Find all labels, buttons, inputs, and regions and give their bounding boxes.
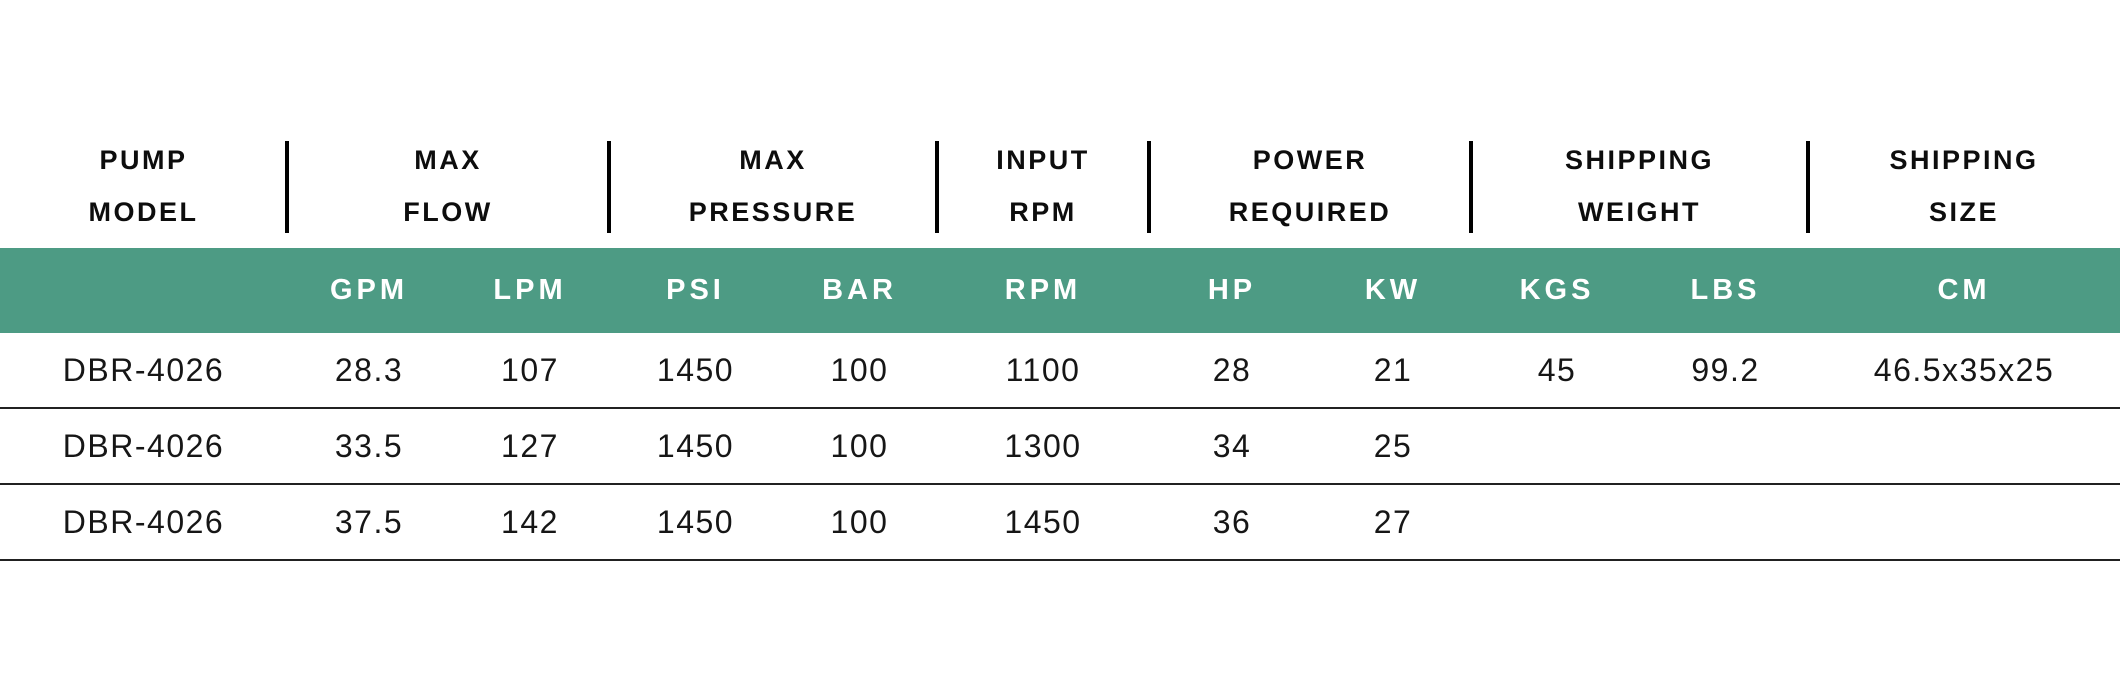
unit-cell-lbs: LBS [1690, 274, 1761, 306]
cell-shipping-size-cm: 46.5x35x25 [1873, 351, 2055, 388]
cell-max-pressure-psi: 1450 [656, 503, 735, 540]
cell-input-rpm: 1100 [1005, 351, 1081, 388]
group-header-line: MODEL [88, 197, 199, 227]
cell-max-pressure-bar: 100 [830, 351, 889, 388]
unit-cell-cm: CM [1937, 274, 1991, 306]
units-row: GPM LPM PSI BAR RPM HP KW KGS LBS CM [0, 248, 2120, 333]
cell-weight-lbs [1643, 485, 1808, 559]
table-row: DBR-4026 33.5 127 1450 100 1300 34 25 [0, 409, 2120, 485]
group-header-line: RPM [1009, 197, 1077, 227]
cell-pump-model: DBR-4026 [62, 427, 225, 464]
cell-shipping-size-cm [1808, 485, 2120, 559]
group-header-line: WEIGHT [1578, 197, 1701, 227]
cell-power-hp: 36 [1212, 503, 1252, 540]
unit-cell-gpm: GPM [329, 274, 409, 306]
group-header-line: SIZE [1928, 197, 1999, 227]
cell-max-pressure-psi: 1450 [656, 351, 735, 388]
column-divider [1469, 141, 1473, 233]
group-header-line: INPUT [996, 145, 1090, 175]
cell-weight-kgs [1471, 409, 1643, 483]
cell-weight-kgs: 45 [1537, 351, 1577, 388]
cell-power-kw: 27 [1373, 503, 1413, 540]
table-row: DBR-4026 37.5 142 1450 100 1450 36 27 [0, 485, 2120, 561]
column-divider [1806, 141, 1810, 233]
cell-power-kw: 21 [1373, 351, 1413, 388]
group-header-line: FLOW [403, 197, 493, 227]
unit-cell-kw: KW [1364, 274, 1422, 306]
group-header-line: PRESSURE [688, 197, 858, 227]
cell-power-kw: 25 [1373, 427, 1413, 464]
table-row: DBR-4026 28.3 107 1450 100 1100 28 21 45… [0, 333, 2120, 409]
group-header-max-pressure: MAX PRESSURE [609, 0, 937, 248]
group-header-max-flow: MAX FLOW [287, 0, 609, 248]
group-header-shipping-weight: SHIPPING WEIGHT [1471, 0, 1808, 248]
cell-max-flow-gpm: 37.5 [334, 503, 404, 540]
cell-weight-lbs: 99.2 [1691, 351, 1760, 388]
unit-cell-lpm: LPM [493, 274, 567, 306]
cell-max-flow-lpm: 107 [501, 351, 559, 388]
cell-max-flow-lpm: 142 [501, 503, 559, 540]
cell-input-rpm: 1300 [1004, 427, 1082, 464]
cell-weight-kgs [1471, 485, 1643, 559]
group-header-line: SHIPPING [1889, 145, 2039, 175]
cell-max-flow-gpm: 28.3 [334, 351, 404, 388]
unit-cell-kgs: KGS [1519, 274, 1595, 306]
group-header-pump-model: PUMP MODEL [0, 0, 287, 248]
group-header-power-required: POWER REQUIRED [1149, 0, 1471, 248]
group-header-line: REQUIRED [1228, 197, 1392, 227]
group-header-line: SHIPPING [1564, 145, 1715, 175]
unit-cell-bar: BAR [822, 274, 897, 306]
cell-power-hp: 34 [1212, 427, 1252, 464]
group-header-line: PUMP [99, 145, 188, 175]
cell-max-pressure-bar: 100 [830, 427, 889, 464]
column-divider [1147, 141, 1151, 233]
column-divider [935, 141, 939, 233]
group-header-line: POWER [1252, 145, 1368, 175]
cell-power-hp: 28 [1212, 351, 1252, 388]
group-header-line: MAX [739, 145, 807, 175]
group-header-shipping-size: SHIPPING SIZE [1808, 0, 2120, 248]
cell-pump-model: DBR-4026 [62, 503, 225, 540]
column-divider [607, 141, 611, 233]
cell-weight-lbs [1643, 409, 1808, 483]
group-header-line: MAX [414, 145, 482, 175]
unit-cell-rpm: RPM [1004, 274, 1082, 306]
cell-max-pressure-bar: 100 [830, 503, 889, 540]
unit-cell-hp: HP [1207, 274, 1257, 306]
cell-max-flow-lpm: 127 [501, 427, 559, 464]
unit-cell-psi: PSI [666, 274, 725, 306]
pump-spec-table: PUMP MODEL MAX FLOW MAX PRESSURE INPUT R… [0, 0, 2120, 561]
group-header-row: PUMP MODEL MAX FLOW MAX PRESSURE INPUT R… [0, 0, 2120, 248]
cell-input-rpm: 1450 [1004, 503, 1082, 540]
cell-pump-model: DBR-4026 [62, 351, 225, 388]
group-header-input-rpm: INPUT RPM [937, 0, 1149, 248]
unit-cell-model-blank [0, 248, 287, 333]
cell-shipping-size-cm [1808, 409, 2120, 483]
cell-max-pressure-psi: 1450 [656, 427, 735, 464]
cell-max-flow-gpm: 33.5 [334, 427, 404, 464]
column-divider [285, 141, 289, 233]
